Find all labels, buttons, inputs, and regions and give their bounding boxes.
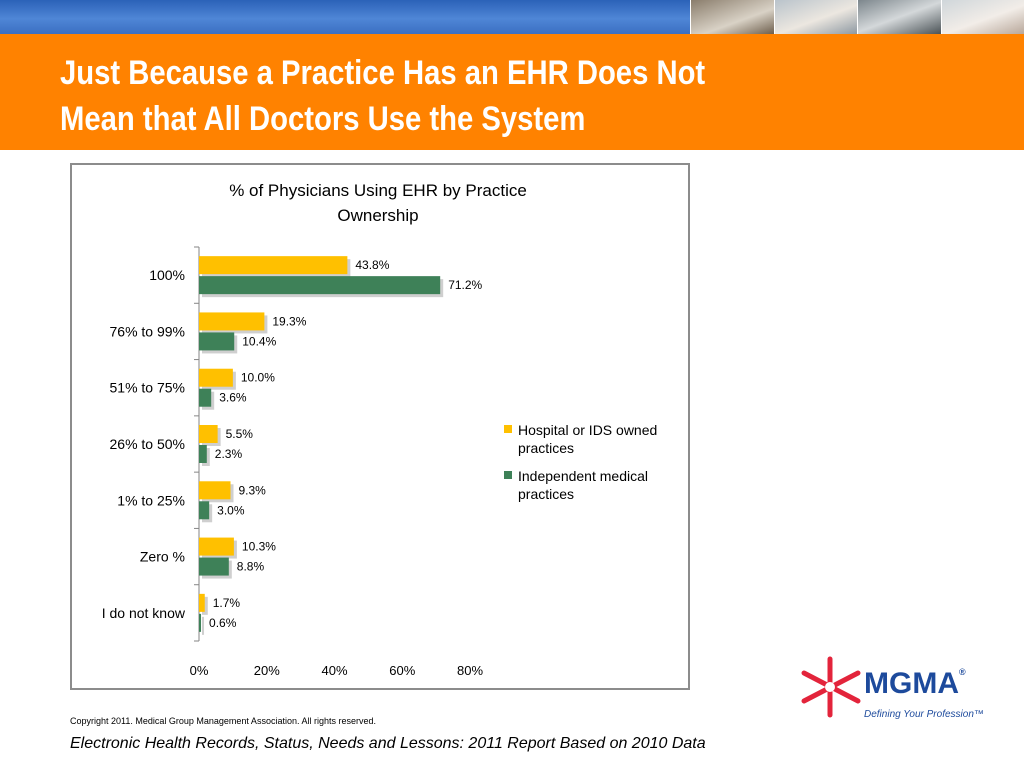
header-photo-child [773, 0, 857, 34]
category-label: Zero % [140, 549, 185, 565]
data-label: 2.3% [215, 447, 243, 461]
bar-hospital [199, 481, 231, 500]
mgma-registered-mark: ® [958, 667, 966, 677]
bar-hospital [199, 368, 233, 387]
slide-title-line-2: Mean that All Doctors Use the System [60, 100, 586, 138]
bar-hospital [199, 425, 218, 443]
legend-item-hospital: Hospital or IDS owned practices [504, 421, 684, 457]
source-citation: Electronic Health Records, Status, Needs… [70, 735, 706, 752]
header-photo-strip [690, 0, 1024, 34]
bar-independent [199, 613, 202, 632]
category-label: 100% [149, 267, 185, 283]
mgma-wordmark: MGMA® [864, 667, 966, 701]
data-label: 8.8% [237, 560, 265, 574]
bar-independent [199, 388, 212, 407]
header-photo-doctors [690, 0, 774, 34]
data-label: 10.4% [242, 334, 276, 348]
bar-hospital [199, 537, 234, 556]
data-label: 9.3% [239, 483, 267, 497]
chart-title-line-2: Ownership [337, 206, 418, 225]
data-label: 0.6% [209, 616, 237, 630]
category-label: 76% to 99% [110, 323, 186, 339]
bar-chart: % of Physicians Using EHR by Practice Own… [102, 181, 527, 678]
legend-label-independent-line-1: Independent medical [518, 468, 648, 484]
legend-swatch-hospital [504, 425, 512, 433]
data-label: 3.0% [217, 503, 245, 517]
x-tick-label: 60% [389, 663, 415, 678]
legend-label-hospital-line-1: Hospital or IDS owned [518, 422, 658, 438]
legend-label-independent-line-2: practices [518, 486, 575, 502]
x-tick-label: 80% [457, 663, 483, 678]
x-tick-label: 20% [254, 663, 280, 678]
bar-hospital [199, 593, 205, 612]
legend-item-independent: Independent medical practices [504, 467, 684, 503]
data-label: 71.2% [448, 278, 482, 292]
mgma-star-icon [801, 656, 861, 718]
mgma-tagline: Defining Your Profession™ [864, 709, 984, 720]
mgma-wordmark-text: MGMA [864, 667, 959, 700]
category-label: I do not know [102, 605, 186, 621]
bar-independent [199, 332, 235, 351]
data-label: 10.3% [242, 540, 276, 554]
slide-title-line-1: Just Because a Practice Has an EHR Does … [60, 54, 706, 92]
slide-title: Just Because a Practice Has an EHR Does … [60, 50, 834, 142]
category-label: 1% to 25% [117, 492, 185, 508]
copyright-notice: Copyright 2011. Medical Group Management… [70, 716, 376, 726]
chart-title-line-1: % of Physicians Using EHR by Practice [229, 181, 527, 200]
mgma-logo: MGMA® Defining Your Profession™ [800, 655, 990, 725]
bar-shadow [202, 616, 205, 635]
category-label: 26% to 50% [110, 436, 186, 452]
data-label: 1.7% [213, 596, 241, 610]
data-label: 10.0% [241, 371, 275, 385]
bar-shadow [202, 596, 208, 615]
data-label: 19.3% [272, 314, 306, 328]
data-label: 5.5% [226, 427, 254, 441]
header-photo-stethoscope [857, 0, 941, 34]
data-label: 43.8% [355, 258, 389, 272]
x-tick-label: 0% [190, 663, 209, 678]
x-tick-label: 40% [321, 663, 347, 678]
category-label: 51% to 75% [110, 380, 186, 396]
header-photo-nurse [940, 0, 1024, 34]
bar-independent [199, 445, 207, 463]
bar-hospital [199, 312, 265, 331]
title-band [0, 34, 1024, 150]
bar-independent [199, 501, 210, 520]
bar-independent [199, 557, 229, 576]
data-label: 3.6% [219, 391, 247, 405]
bar-independent [199, 276, 441, 295]
legend-label-hospital-line-2: practices [518, 440, 575, 456]
chart-frame: % of Physicians Using EHR by Practice Own… [70, 163, 690, 690]
chart-legend: Hospital or IDS owned practices Independ… [504, 421, 684, 513]
bar-hospital [199, 256, 348, 275]
legend-swatch-independent [504, 471, 512, 479]
